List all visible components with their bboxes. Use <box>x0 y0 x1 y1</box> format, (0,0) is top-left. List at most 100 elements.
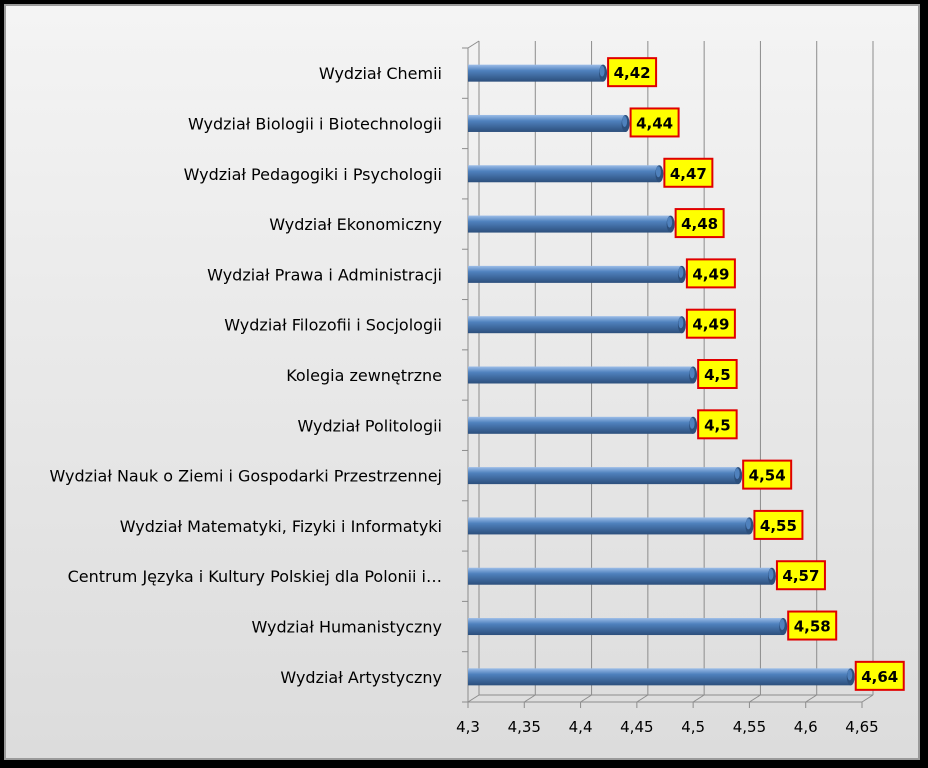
floor-line <box>861 694 874 703</box>
bar-end-highlight <box>667 216 673 228</box>
data-label-box <box>697 409 738 440</box>
bar-end-highlight <box>689 367 695 379</box>
data-label: 4,49 <box>685 308 736 339</box>
data-label-text: 4,5 <box>704 416 731 434</box>
bar <box>468 366 698 384</box>
data-label-box <box>685 308 736 339</box>
data-label: 4,49 <box>685 258 736 289</box>
bar-body <box>468 567 772 585</box>
data-label-text: 4,48 <box>681 215 718 233</box>
data-label: 4,58 <box>787 610 838 641</box>
bar <box>468 618 788 636</box>
bar-end-highlight <box>678 266 684 278</box>
category-label: Wydział Filozofii i Socjologii <box>224 316 442 335</box>
bar-body <box>468 114 626 132</box>
data-label-box <box>742 459 793 490</box>
x-tick-label: 4,5 <box>681 718 705 736</box>
data-label-text: 4,54 <box>749 467 786 485</box>
y-axis-top <box>467 40 480 49</box>
x-tick-label: 4,45 <box>620 718 653 736</box>
x-tick-label: 4,55 <box>733 718 766 736</box>
data-label: 4,57 <box>775 560 826 591</box>
bar <box>468 215 675 233</box>
x-tick-label: 4,35 <box>508 718 541 736</box>
bar-body <box>468 265 682 283</box>
floor-line <box>636 694 649 703</box>
data-label-box <box>674 208 725 239</box>
bar <box>468 114 630 132</box>
category-label: Wydział Biologii i Biotechnologii <box>188 114 442 133</box>
bar-body <box>468 215 671 233</box>
bar-end-highlight <box>847 669 853 681</box>
data-label-box <box>787 610 838 641</box>
bar-end-highlight <box>599 65 605 77</box>
bar <box>468 668 855 686</box>
data-label: 4,55 <box>753 509 804 540</box>
data-label-text: 4,57 <box>782 567 819 585</box>
bar-body <box>468 316 682 334</box>
bar-end-highlight <box>622 115 628 127</box>
data-label: 4,48 <box>674 208 725 239</box>
bar-body <box>468 618 784 636</box>
data-label-box <box>854 660 905 691</box>
category-label: Wydział Pedagogiki i Psychologii <box>184 165 442 184</box>
bar-body <box>468 668 851 686</box>
data-label-text: 4,64 <box>861 668 898 686</box>
bar <box>468 265 686 283</box>
bar <box>468 517 754 535</box>
data-label: 4,5 <box>697 359 738 389</box>
data-label-text: 4,55 <box>760 517 797 535</box>
data-label-box <box>629 107 680 138</box>
category-label: Wydział Nauk o Ziemi i Gospodarki Przest… <box>50 467 442 486</box>
bars <box>468 64 855 686</box>
data-label-box <box>607 57 658 88</box>
category-label: Wydział Ekonomiczny <box>269 215 442 234</box>
bar-end-highlight <box>768 568 774 580</box>
data-label-text: 4,44 <box>636 114 673 132</box>
value-labels: 4,42 4,44 4,47 4,48 4,49 4,49 4,5 4,5 4,54 4,55 4,… <box>607 57 905 691</box>
data-label-text: 4,42 <box>614 64 651 82</box>
data-label-text: 4,49 <box>692 316 729 334</box>
floor-line <box>749 694 761 703</box>
data-label-box <box>753 509 804 540</box>
bar <box>468 316 686 334</box>
category-label: Wydział Matematyki, Fizyki i Informatyki <box>120 517 442 536</box>
bar-body <box>468 64 604 82</box>
data-label: 4,5 <box>697 409 738 440</box>
bar-end-highlight <box>689 417 695 429</box>
data-label: 4,47 <box>663 157 714 188</box>
bar-body <box>468 165 660 183</box>
bar-end-highlight <box>779 619 785 631</box>
data-label: 4,44 <box>629 107 680 138</box>
bar-body <box>468 416 694 434</box>
category-label: Wydział Humanistyczny <box>252 618 442 637</box>
floor-line <box>580 694 592 703</box>
bar <box>468 416 698 434</box>
data-label-text: 4,58 <box>794 618 831 636</box>
data-label-text: 4,47 <box>670 165 707 183</box>
category-label: Wydział Chemii <box>319 64 442 83</box>
data-label-text: 4,5 <box>704 366 731 384</box>
data-label: 4,54 <box>742 459 793 490</box>
floor-line <box>805 694 817 703</box>
data-label-box <box>685 258 736 289</box>
bar-end-highlight <box>678 317 684 329</box>
category-label: Kolegia zewnętrzne <box>286 366 442 385</box>
x-tick-label: 4,3 <box>456 718 480 736</box>
category-label: Centrum Języka i Kultury Polskiej dla Po… <box>68 567 442 586</box>
category-label: Wydział Artystyczny <box>280 668 442 687</box>
bar <box>468 467 743 485</box>
data-label-text: 4,49 <box>692 265 729 283</box>
floor-line <box>467 694 480 703</box>
bar-end-highlight <box>734 468 740 480</box>
data-label-box <box>663 157 714 188</box>
bar-body <box>468 467 739 485</box>
floor-line <box>524 694 536 703</box>
x-tick-label: 4,65 <box>845 718 878 736</box>
floor-line <box>692 694 705 703</box>
bar-end-highlight <box>745 518 751 530</box>
bar <box>468 64 608 82</box>
data-label-box <box>775 560 826 591</box>
